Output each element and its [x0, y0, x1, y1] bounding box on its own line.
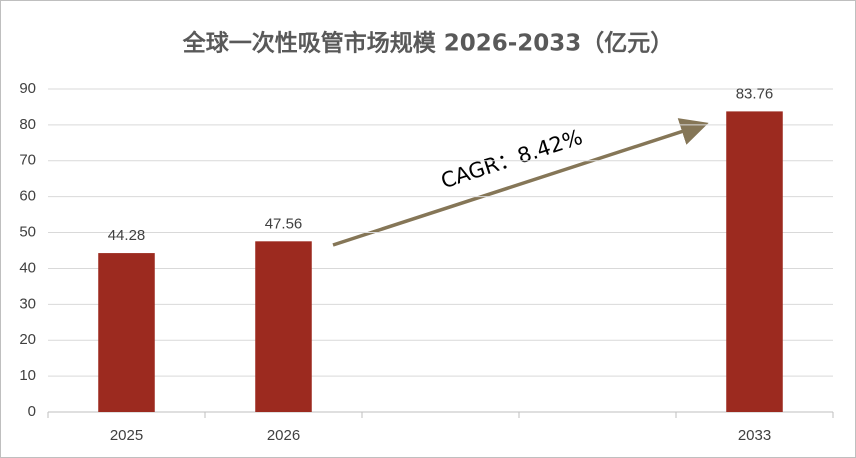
x-tick-label: 2025	[110, 427, 143, 444]
y-tick-label: 70	[19, 152, 36, 169]
y-tick-label: 90	[19, 80, 36, 97]
cagr-arrow	[332, 118, 709, 247]
y-tick-label: 60	[19, 188, 36, 205]
value-label: 44.28	[108, 227, 146, 244]
x-tick-label: 2033	[738, 427, 771, 444]
chart-title: 全球一次性吸管市场规模 2026-2033（亿元）	[182, 30, 674, 57]
value-label: 83.76	[736, 85, 774, 102]
y-tick-label: 50	[19, 224, 36, 241]
bar	[255, 241, 312, 412]
bar	[726, 111, 783, 413]
y-tick-label: 40	[19, 259, 36, 276]
bar	[98, 253, 155, 412]
y-tick-label: 30	[19, 295, 36, 312]
x-tick-label: 2026	[267, 427, 300, 444]
value-label: 47.56	[265, 215, 303, 232]
y-tick-label: 80	[19, 116, 36, 133]
y-tick-label: 0	[28, 403, 36, 420]
y-tick-label: 10	[19, 367, 36, 384]
y-tick-label: 20	[19, 331, 36, 348]
